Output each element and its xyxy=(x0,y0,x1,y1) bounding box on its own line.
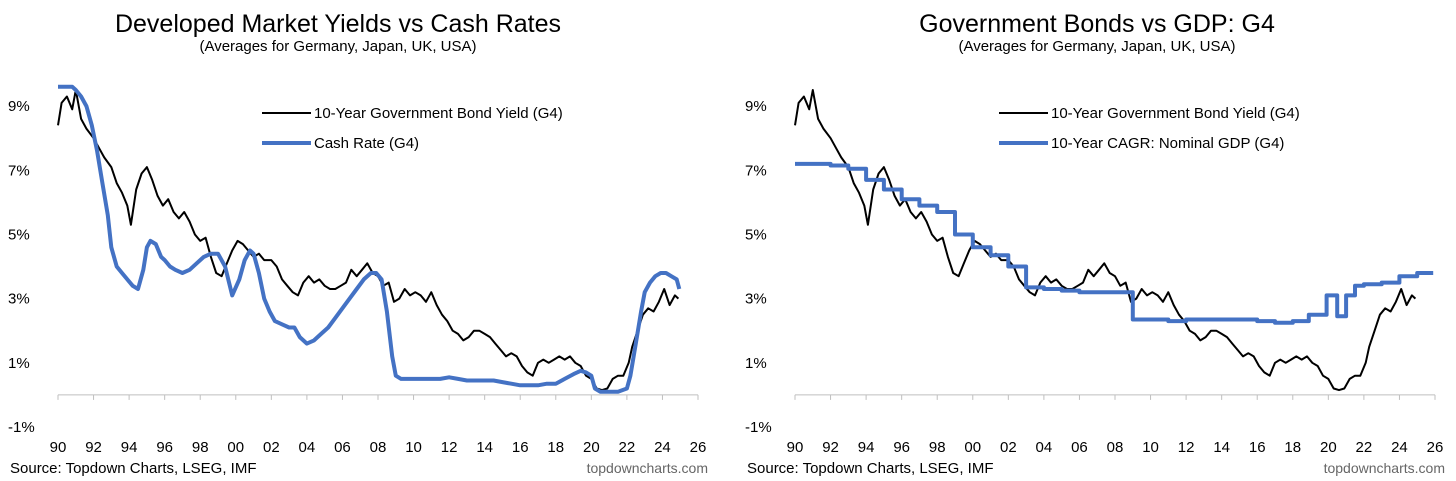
x-tick-label: 12 xyxy=(441,439,458,456)
x-tick-label: 04 xyxy=(1036,439,1053,456)
legend-label-bond-yield: 10-Year Government Bond Yield (G4) xyxy=(1051,105,1300,122)
x-tick-label: 14 xyxy=(1213,439,1230,456)
y-tick-label: 1% xyxy=(8,355,30,372)
x-tick-label: 94 xyxy=(121,439,138,456)
x-tick-label: 16 xyxy=(512,439,529,456)
bond-yield-line xyxy=(794,89,1417,392)
plot-area: 9% 7% 5% 3% 1% -1% 90 92 94 96 98 00 02 04 06 08 10 12 14 1… xyxy=(745,89,1444,456)
y-tick-label: 3% xyxy=(8,291,30,308)
legend-label-cash-rate: Cash Rate (G4) xyxy=(314,135,419,152)
x-tick-label: 98 xyxy=(192,439,209,456)
x-tick-label: 22 xyxy=(1356,439,1373,456)
x-tick-label: 90 xyxy=(50,439,67,456)
x-tick-label: 00 xyxy=(964,439,981,456)
right-chart-bonds-vs-gdp: Government Bonds vs GDP: G4 (Averages fo… xyxy=(745,10,1445,477)
chart-subtitle: (Averages for Germany, Japan, UK, USA) xyxy=(958,38,1235,55)
bond-yield-line xyxy=(57,89,680,392)
x-tick-label: 02 xyxy=(263,439,280,456)
x-tick-label: 12 xyxy=(1178,439,1195,456)
x-tick-label: 24 xyxy=(654,439,671,456)
brand-watermark: topdowncharts.com xyxy=(1324,460,1445,476)
y-tick-label: 5% xyxy=(745,226,767,243)
nominal-gdp-line xyxy=(795,161,1434,325)
chart-title: Developed Market Yields vs Cash Rates xyxy=(115,10,561,38)
left-chart-yields-vs-cash: Developed Market Yields vs Cash Rates (A… xyxy=(8,10,708,477)
x-tick-label: 08 xyxy=(1107,439,1124,456)
legend-label-bond-yield: 10-Year Government Bond Yield (G4) xyxy=(314,105,563,122)
x-tick-label: 98 xyxy=(929,439,946,456)
legend-label-nominal-gdp: 10-Year CAGR: Nominal GDP (G4) xyxy=(1051,135,1284,152)
source-note: Source: Topdown Charts, LSEG, IMF xyxy=(747,460,994,477)
x-tick-label: 20 xyxy=(1320,439,1337,456)
x-tick-label: 96 xyxy=(156,439,173,456)
y-tick-label: 5% xyxy=(8,226,30,243)
y-tick-label: 3% xyxy=(745,291,767,308)
x-tick-label: 06 xyxy=(1071,439,1088,456)
x-tick-label: 94 xyxy=(858,439,875,456)
x-tick-label: 14 xyxy=(476,439,493,456)
y-tick-label: -1% xyxy=(8,419,35,436)
x-tick-label: 22 xyxy=(619,439,636,456)
x-tick-label: 08 xyxy=(370,439,387,456)
x-tick-label: 18 xyxy=(1284,439,1301,456)
y-tick-label: -1% xyxy=(745,419,772,436)
brand-watermark: topdowncharts.com xyxy=(587,460,708,476)
source-note: Source: Topdown Charts, LSEG, IMF xyxy=(10,460,257,477)
y-tick-label: 9% xyxy=(745,98,767,115)
x-tick-label: 16 xyxy=(1249,439,1266,456)
y-tick-label: 7% xyxy=(8,162,30,179)
legend: 10-Year Government Bond Yield (G4) 10-Ye… xyxy=(999,105,1300,152)
x-tick-label: 20 xyxy=(583,439,600,456)
x-tick-label: 24 xyxy=(1391,439,1408,456)
x-tick-label: 26 xyxy=(1427,439,1444,456)
cash-rate-line xyxy=(58,84,682,394)
y-tick-label: 9% xyxy=(8,98,30,115)
y-tick-label: 7% xyxy=(745,162,767,179)
x-tick-label: 10 xyxy=(1142,439,1159,456)
x-tick-label: 26 xyxy=(690,439,707,456)
chart-title: Government Bonds vs GDP: G4 xyxy=(919,10,1275,38)
x-tick-label: 02 xyxy=(1000,439,1017,456)
x-tick-label: 00 xyxy=(227,439,244,456)
plot-area: 9% 7% 5% 3% 1% -1% 90 92 94 96 98 00 02 04 06 08 10 12 14 1… xyxy=(8,84,707,456)
x-tick-label: 06 xyxy=(334,439,351,456)
x-tick-label: 18 xyxy=(547,439,564,456)
chart-subtitle: (Averages for Germany, Japan, UK, USA) xyxy=(199,38,476,55)
x-tick-label: 10 xyxy=(405,439,422,456)
x-tick-label: 04 xyxy=(299,439,316,456)
legend: 10-Year Government Bond Yield (G4) Cash … xyxy=(262,105,563,152)
x-tick-label: 92 xyxy=(85,439,102,456)
y-tick-label: 1% xyxy=(745,355,767,372)
x-tick-label: 96 xyxy=(893,439,910,456)
x-tick-label: 92 xyxy=(822,439,839,456)
x-tick-label: 90 xyxy=(787,439,804,456)
